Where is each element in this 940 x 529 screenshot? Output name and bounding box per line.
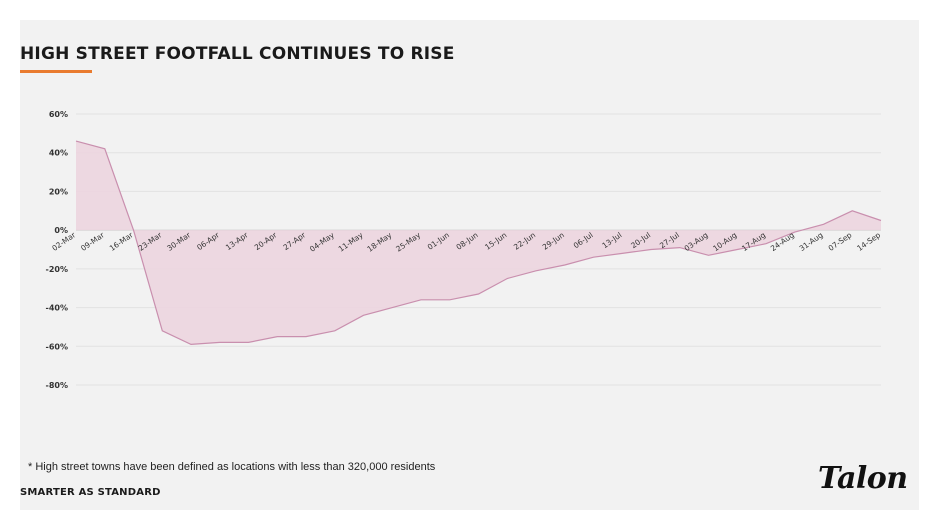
footfall-area xyxy=(76,141,881,345)
y-axis-tick-labels: 60% 40% 20% 0% -20% -40% -60% -80% xyxy=(46,110,68,390)
x-tick-label: 16-Mar xyxy=(108,230,136,253)
y-tick-label: 20% xyxy=(49,187,68,196)
y-tick-label: 60% xyxy=(49,110,68,119)
x-tick-label: 07-Sep xyxy=(827,230,854,253)
y-tick-label: -80% xyxy=(46,381,68,390)
title-accent-bar xyxy=(20,70,92,73)
talon-logo: Talon xyxy=(818,461,908,496)
footnote: * High street towns have been defined as… xyxy=(28,461,436,473)
y-tick-label: 40% xyxy=(49,149,68,158)
y-tick-label: -60% xyxy=(46,342,68,351)
tagline: SMARTER AS STANDARD xyxy=(20,487,161,498)
x-tick-label: 09-Mar xyxy=(79,230,107,253)
y-tick-label: -40% xyxy=(46,304,68,313)
y-tick-label: 0% xyxy=(54,226,68,235)
y-tick-label: -20% xyxy=(46,265,68,274)
x-tick-label: 14-Sep xyxy=(855,230,882,253)
footfall-line xyxy=(75,140,882,346)
page-title: HIGH STREET FOOTFALL CONTINUES TO RISE xyxy=(20,44,455,64)
x-tick-label: 31-Aug xyxy=(798,230,825,253)
